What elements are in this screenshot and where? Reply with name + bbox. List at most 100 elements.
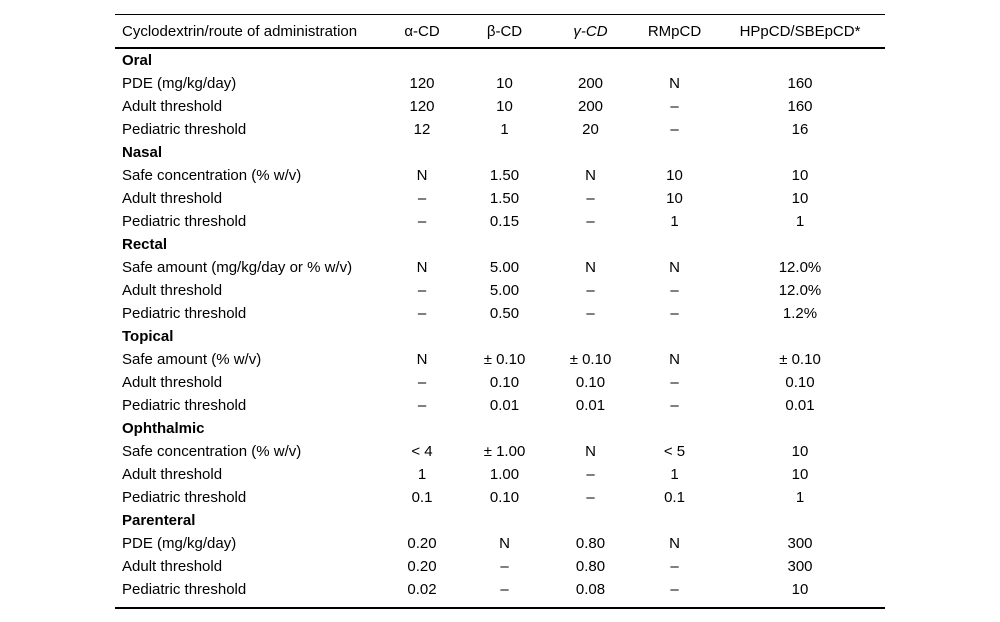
value-cell: – [586, 282, 595, 299]
value-cell: 160 [787, 75, 813, 92]
value-cell: 10 [791, 581, 809, 598]
header-cd-column: α-CD [382, 15, 462, 49]
value-cell: 10 [666, 167, 683, 184]
value-cell: – [670, 581, 679, 598]
value-cell: 1.50 [489, 190, 520, 207]
value-cell: – [670, 305, 679, 322]
value-cell: – [586, 466, 595, 483]
row-label: Pediatric threshold [122, 581, 247, 598]
value-cell: 1 [500, 121, 509, 138]
value-cell: 5.00 [489, 282, 520, 299]
value-cell: 1 [670, 466, 679, 483]
value-cell: – [500, 581, 509, 598]
value-cell: 10 [496, 98, 513, 115]
data-row: Safe amount (% w/v) N ± 0.10 ± 0.10 N ± 0.10 [115, 348, 885, 371]
section-label: Ophthalmic [122, 420, 205, 437]
row-label: Adult threshold [122, 190, 223, 207]
value-cell: – [500, 558, 509, 575]
row-label: Pediatric threshold [122, 305, 247, 322]
row-label: Pediatric threshold [122, 121, 247, 138]
data-row: Pediatric threshold 0.1 0.10 – 0.1 1 [115, 486, 885, 509]
value-cell: N [416, 167, 428, 184]
value-cell: 0.15 [489, 213, 520, 230]
row-label: Safe amount (mg/kg/day or % w/v) [122, 259, 353, 276]
value-cell: 0.10 [489, 374, 520, 391]
value-cell: – [417, 374, 427, 391]
value-cell: 0.80 [575, 558, 606, 575]
value-cell: N [669, 75, 680, 92]
value-cell: 200 [577, 75, 604, 92]
row-label: Safe amount (% w/v) [122, 351, 262, 368]
data-row: Adult threshold 1 1.00 – 1 10 [115, 463, 885, 486]
value-cell: 12 [413, 121, 431, 138]
cyclodextrin-safety-table: Cyclodextrin/route of administration α-CD… [115, 14, 885, 609]
value-cell: 0.08 [575, 581, 606, 598]
value-cell: 0.1 [411, 489, 433, 506]
value-cell: 10 [496, 75, 513, 92]
row-label: Adult threshold [122, 374, 223, 391]
value-cell: 1.2% [782, 305, 818, 322]
value-cell: 0.80 [575, 535, 606, 552]
value-cell: 10 [791, 443, 809, 460]
value-cell: 200 [577, 98, 604, 115]
row-label: Adult threshold [122, 466, 223, 483]
value-cell: – [670, 98, 679, 115]
value-cell: 1 [417, 466, 427, 483]
value-cell: N [669, 351, 680, 368]
data-row: Safe concentration (% w/v) < 4 ± 1.00 N < 5 1… [115, 440, 885, 463]
value-cell: – [417, 397, 427, 414]
row-label: Adult threshold [122, 98, 223, 115]
cyclodextrin-table: Cyclodextrin/route of administration α-CD… [115, 15, 885, 601]
value-cell: 1 [795, 489, 805, 506]
section-label: Rectal [122, 236, 168, 253]
value-cell: 1.50 [489, 167, 520, 184]
value-cell: 0.20 [407, 558, 437, 575]
value-cell: 0.10 [489, 489, 520, 506]
row-label: Adult threshold [122, 282, 223, 299]
value-cell: N [416, 351, 428, 368]
section-row: Rectal [115, 233, 885, 256]
row-label: Pediatric threshold [122, 397, 247, 414]
value-cell: 10 [666, 190, 683, 207]
data-row: Adult threshold – 1.50 – 10 10 [115, 187, 885, 210]
value-cell: – [586, 489, 595, 506]
value-cell: ± 0.10 [569, 351, 612, 368]
value-cell: 160 [787, 98, 813, 115]
value-cell: 300 [787, 535, 813, 552]
value-cell: N [585, 167, 596, 184]
section-label: Oral [122, 52, 153, 69]
value-cell: 10 [791, 190, 809, 207]
section-row: Ophthalmic [115, 417, 885, 440]
value-cell: 1 [670, 213, 679, 230]
value-cell: – [670, 397, 679, 414]
row-label: PDE (mg/kg/day) [122, 75, 237, 92]
data-row: Pediatric threshold – 0.50 – – 1.2% [115, 302, 885, 325]
value-cell: 0.1 [664, 489, 685, 506]
section-row: Topical [115, 325, 885, 348]
row-label: PDE (mg/kg/day) [122, 535, 237, 552]
value-cell: 0.50 [489, 305, 520, 322]
header-cd-column: HPpCD/SBEpCD* [715, 15, 885, 49]
value-cell: 0.01 [785, 397, 815, 414]
value-cell: 300 [787, 558, 813, 575]
section-label: Nasal [122, 144, 163, 161]
value-cell: 16 [791, 121, 809, 138]
section-label: Parenteral [122, 512, 196, 529]
row-label: Pediatric threshold [122, 213, 247, 230]
value-cell: ± 0.10 [483, 351, 526, 368]
header-row: Cyclodextrin/route of administration α-CD… [115, 15, 885, 49]
value-cell: – [417, 282, 427, 299]
value-cell: < 5 [663, 443, 686, 460]
value-cell: 5.00 [489, 259, 520, 276]
value-cell: – [586, 190, 595, 207]
data-row: Safe amount (mg/kg/day or % w/v) N 5.00 N N 1… [115, 256, 885, 279]
data-row: Safe concentration (% w/v) N 1.50 N 10 10 [115, 164, 885, 187]
value-cell: 20 [582, 121, 599, 138]
row-label: Safe concentration (% w/v) [122, 167, 302, 184]
header-cd-column: β-CD [462, 15, 547, 49]
value-cell: ± 0.10 [779, 351, 821, 368]
value-cell: 0.10 [785, 374, 815, 391]
value-cell: N [585, 443, 596, 460]
row-label: Safe concentration (% w/v) [122, 443, 302, 460]
